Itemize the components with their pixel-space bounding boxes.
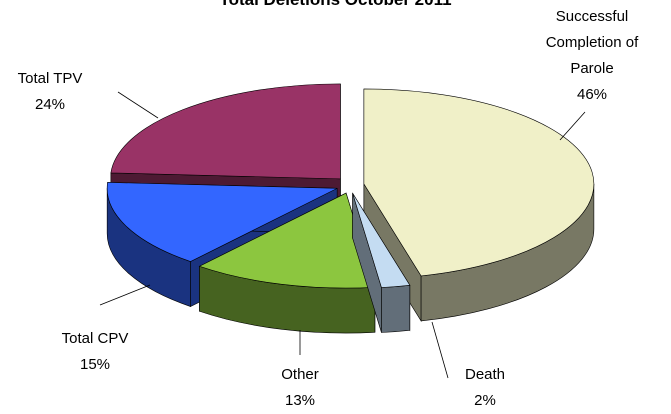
leader-line [99, 284, 151, 306]
pie-slice [352, 193, 411, 288]
pie-slice [363, 88, 595, 277]
slice-label: Total TPV 24% [0, 66, 100, 118]
slice-side [381, 284, 411, 333]
leader-line [431, 321, 449, 379]
category-label: Total TPV [17, 70, 83, 87]
pie-slice [110, 83, 341, 180]
value-label: 2% [474, 392, 496, 409]
value-label: 24% [34, 96, 66, 113]
pie-slice [106, 182, 338, 262]
slice-label: Other 13% [260, 362, 340, 414]
chart-title: Total Deletions October 2011 [0, 0, 671, 10]
pie-slice [198, 192, 376, 289]
leader-line [117, 91, 159, 119]
value-label: 46% [576, 86, 608, 103]
category-label: Successful Completion of Parole [545, 8, 639, 77]
slice-label: Total CPV 15% [40, 326, 150, 378]
category-label: Other [281, 366, 319, 383]
slice-label: Successful Completion of Parole 46% [532, 4, 652, 108]
category-label: Total CPV [61, 330, 129, 347]
value-label: 15% [79, 356, 111, 373]
slice-label: Death 2% [445, 362, 525, 414]
value-label: 13% [284, 392, 316, 409]
leader-line [559, 111, 586, 141]
category-label: Death [464, 366, 506, 383]
